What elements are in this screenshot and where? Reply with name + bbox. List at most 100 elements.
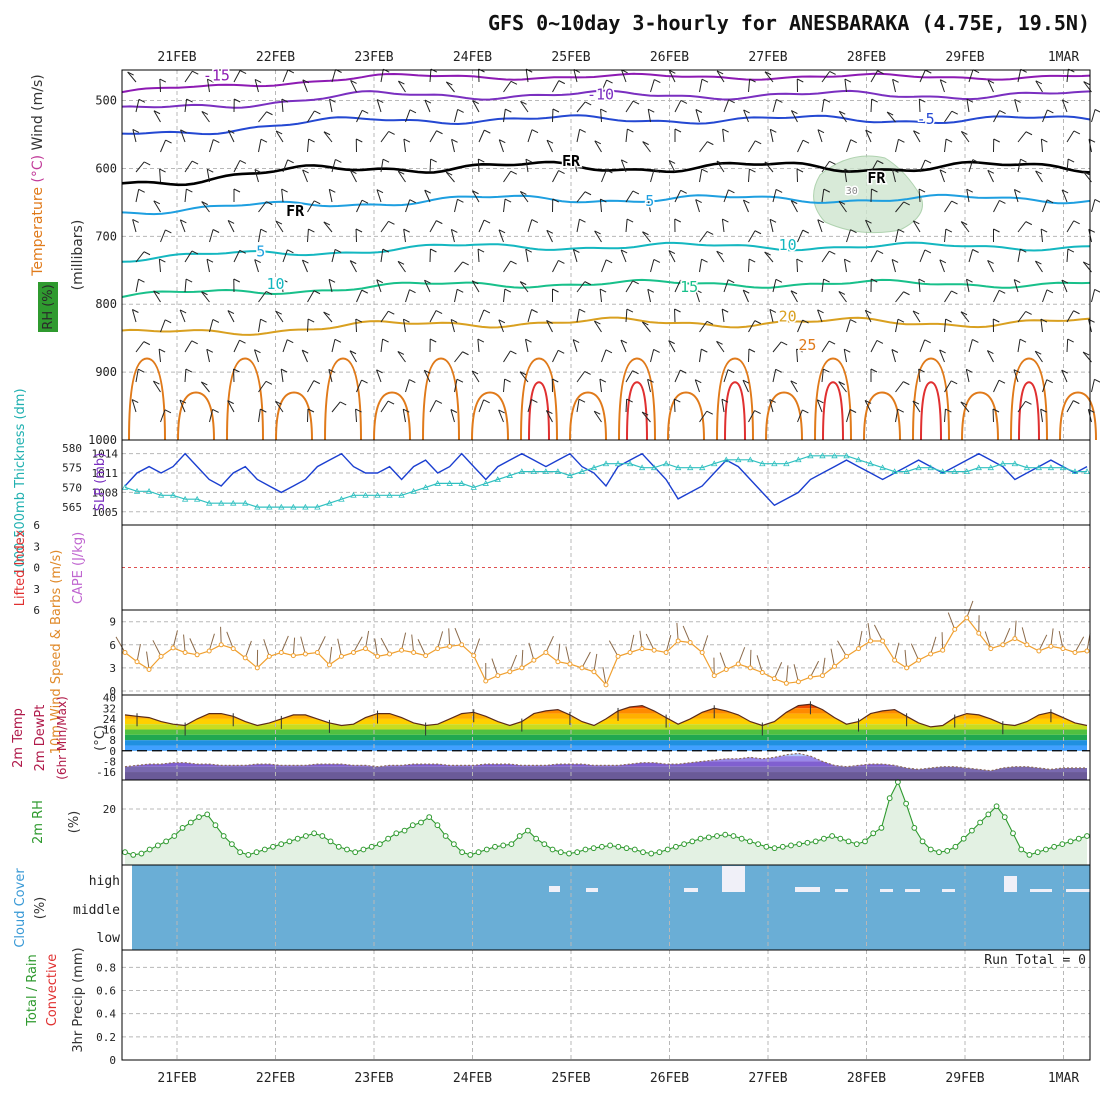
wind-barb-10m xyxy=(904,649,908,668)
wind-barb xyxy=(135,161,145,173)
wind-barb-10m xyxy=(837,640,847,657)
wind-barb xyxy=(331,339,336,353)
wind-barb xyxy=(429,130,437,143)
wind-barb-flag xyxy=(573,249,580,253)
rh2m-marker xyxy=(327,838,334,845)
wind-barb-flag xyxy=(891,349,899,353)
wind-barb-flag xyxy=(701,168,708,173)
wind-barb xyxy=(960,401,970,413)
wind-barb-flag xyxy=(456,378,464,383)
wind-barb-flag xyxy=(180,219,187,224)
wind-barb-flag xyxy=(722,218,729,223)
wind-barb xyxy=(451,139,455,153)
temp-band xyxy=(125,745,1087,751)
wind-barb xyxy=(769,219,774,233)
temp-contour-25 xyxy=(422,357,460,441)
wind-barb-flag xyxy=(239,339,246,344)
wind-barb-flag xyxy=(520,191,527,195)
wind-barb-10m xyxy=(581,651,591,669)
wind-barb-flag xyxy=(266,201,273,206)
thickness-marker xyxy=(771,460,778,467)
li-tick-label: 3 xyxy=(33,583,40,596)
wind-barb-flag xyxy=(472,190,479,195)
wind-barb xyxy=(135,99,140,113)
cloud-gap xyxy=(549,886,560,892)
wind-barb-flag xyxy=(653,258,661,263)
wind-barb xyxy=(772,279,777,293)
thickness-marker xyxy=(650,464,658,471)
temp-band xyxy=(125,734,1087,741)
wind-barb-flag xyxy=(775,188,783,193)
wind-barb xyxy=(642,231,651,243)
wind-barb xyxy=(748,320,756,333)
wind-barb xyxy=(870,98,873,113)
wind-barb-flag xyxy=(376,99,384,104)
thickness-marker xyxy=(458,480,465,486)
wind-barb xyxy=(454,109,459,123)
wind-barb-10m xyxy=(682,625,691,643)
rh2m-marker xyxy=(607,842,614,849)
rh2m-marker xyxy=(368,843,375,850)
wind-speed-marker xyxy=(1000,642,1006,648)
temp-contour-25 xyxy=(814,357,852,441)
wind-barb xyxy=(135,369,139,383)
wind-barb xyxy=(594,140,602,153)
contour-label: -5 xyxy=(917,110,935,128)
rh2m-marker xyxy=(853,841,860,847)
wind-barb-10m xyxy=(785,665,789,684)
thickness-marker xyxy=(410,488,417,494)
wind-barb-flag xyxy=(546,410,553,414)
wind-speed-marker xyxy=(543,650,549,655)
wind-barb-flag xyxy=(728,279,735,284)
wind-barb-flag xyxy=(706,231,714,235)
wind-speed-marker xyxy=(964,615,970,621)
wind-barb-flag xyxy=(275,400,282,405)
wind-barb xyxy=(742,289,749,303)
thickness-marker xyxy=(602,460,610,467)
wind-barb-10m xyxy=(793,664,799,682)
run-total-label: Run Total = 0 xyxy=(984,953,1086,968)
wind-barb-flag xyxy=(728,189,735,194)
thickness-marker xyxy=(711,460,718,467)
bottom-date-label: 1MAR xyxy=(1048,1071,1079,1086)
wind-barb-flag xyxy=(924,339,931,344)
wind-barb xyxy=(258,381,267,393)
upper-air-background xyxy=(122,70,1090,440)
temp-contour-25 xyxy=(275,391,313,441)
wind-barb-flag xyxy=(1040,228,1048,233)
wind-barb xyxy=(307,110,315,123)
cloud-level-label: middle xyxy=(73,903,120,918)
thickness-marker xyxy=(121,484,129,490)
wind-barb-flag xyxy=(876,250,884,254)
wind-barb-flag xyxy=(201,201,208,206)
rh2m-marker xyxy=(179,825,186,831)
thickness-marker xyxy=(867,460,874,467)
top-date-label: 26FEB xyxy=(650,50,689,65)
wind-barb xyxy=(891,169,896,183)
wind-barb xyxy=(258,201,267,213)
pressure-tick-label: 700 xyxy=(95,229,117,243)
wind-barb-flag xyxy=(769,308,777,313)
wind-barb-flag xyxy=(179,309,187,314)
wind-barb xyxy=(599,199,602,213)
thickness-marker xyxy=(218,499,225,506)
wind-barb-flag xyxy=(668,250,676,254)
thickness-marker xyxy=(422,484,429,490)
wind-barb-flag xyxy=(877,160,884,165)
wind-barb xyxy=(1017,249,1021,263)
contour-label: 5 xyxy=(645,192,654,210)
wind-barb xyxy=(895,201,905,213)
temp-band xyxy=(125,740,1087,746)
wind-speed-marker xyxy=(603,682,609,688)
wind-barb xyxy=(307,380,315,393)
wind-speed-marker xyxy=(591,669,597,675)
wind-barb-flag xyxy=(131,399,139,404)
temp-contour-25 xyxy=(569,391,607,441)
wind-speed-marker xyxy=(326,662,332,668)
rh2m-marker xyxy=(615,843,622,850)
thickness-marker xyxy=(302,503,309,510)
wind-barb xyxy=(918,188,921,203)
rh2m-marker xyxy=(376,841,383,847)
wind-barb xyxy=(323,131,333,143)
wind-barb-flag xyxy=(621,159,628,164)
